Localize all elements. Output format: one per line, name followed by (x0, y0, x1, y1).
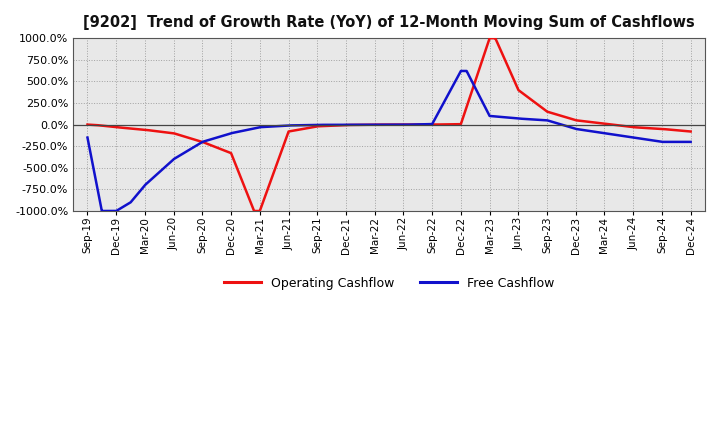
Title: [9202]  Trend of Growth Rate (YoY) of 12-Month Moving Sum of Cashflows: [9202] Trend of Growth Rate (YoY) of 12-… (84, 15, 695, 30)
Legend: Operating Cashflow, Free Cashflow: Operating Cashflow, Free Cashflow (219, 272, 559, 295)
